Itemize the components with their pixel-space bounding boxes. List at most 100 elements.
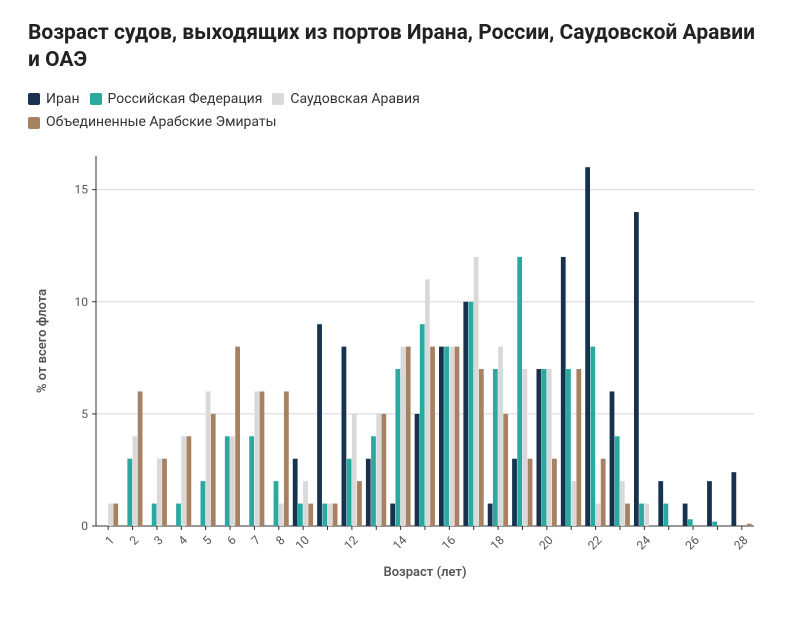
legend-swatch [90, 93, 102, 105]
bar [590, 346, 595, 525]
bar [254, 391, 259, 526]
x-tick-label: 3 [151, 533, 166, 548]
bar [420, 324, 425, 526]
x-tick-label: 22 [585, 532, 605, 552]
legend-swatch [28, 117, 40, 129]
bar [425, 279, 430, 526]
x-tick-label: 26 [683, 532, 703, 552]
bar [517, 257, 522, 526]
bar [625, 503, 630, 525]
legend-label: Объединенные Арабские Эмираты [46, 112, 277, 133]
x-tick-label: 28 [731, 532, 751, 552]
legend-item: Саудовская Аравия [272, 89, 419, 110]
bar [133, 436, 138, 526]
bar [536, 369, 541, 526]
bar [639, 503, 644, 525]
x-tick-label: 16 [439, 532, 459, 552]
y-tick-label: 15 [75, 182, 89, 196]
bar [493, 369, 498, 526]
bar [644, 503, 649, 525]
bar [342, 346, 347, 525]
bar [620, 481, 625, 526]
legend-item: Иран [28, 89, 80, 110]
legend-item: Российская Федерация [90, 89, 263, 110]
bar [347, 458, 352, 525]
x-tick-label: 5 [200, 532, 215, 547]
bar [357, 481, 362, 526]
bar [322, 503, 327, 525]
bar [200, 481, 205, 526]
bar [390, 503, 395, 525]
bar [542, 369, 547, 526]
bar [279, 503, 284, 525]
x-tick-label: 14 [390, 532, 410, 552]
bar [444, 346, 449, 525]
bar [430, 346, 435, 525]
y-tick-label: 10 [75, 294, 89, 308]
bar [747, 523, 752, 525]
chart-title: Возраст судов, выходящих из портов Ирана… [28, 20, 772, 75]
legend-label: Саудовская Аравия [290, 89, 419, 110]
legend-swatch [272, 93, 284, 105]
x-tick-label: 8 [273, 532, 288, 547]
bar [610, 391, 615, 526]
y-tick-label: 0 [81, 519, 88, 533]
bar [333, 503, 338, 525]
bar [615, 436, 620, 526]
bar [366, 458, 371, 525]
legend-swatch [28, 93, 40, 105]
bar [381, 413, 386, 525]
bar [601, 458, 606, 525]
x-tick-label: 20 [536, 532, 556, 552]
bar [211, 413, 216, 525]
bar [449, 346, 454, 525]
bar [371, 436, 376, 526]
bar [528, 458, 533, 525]
bar [498, 346, 503, 525]
bar [108, 503, 113, 525]
bar [181, 436, 186, 526]
bar [138, 391, 143, 526]
x-axis-label-svg: Возраст (лет) [383, 565, 466, 580]
y-tick-label: 5 [81, 406, 88, 420]
bar [127, 458, 132, 525]
bar [152, 503, 157, 525]
bar [488, 503, 493, 525]
bar [571, 481, 576, 526]
bar [566, 369, 571, 526]
bar [503, 413, 508, 525]
bar [376, 413, 381, 525]
x-tick-label: 4 [176, 532, 191, 547]
bar [308, 503, 313, 525]
chart-area: 0510151234567810121416182022242628% от в… [28, 146, 768, 586]
bar [576, 369, 581, 526]
bar [235, 346, 240, 525]
bar [113, 503, 118, 525]
bar [731, 472, 736, 526]
bar [707, 481, 712, 526]
bar [552, 458, 557, 525]
bar [512, 458, 517, 525]
x-tick-label: 6 [224, 532, 239, 547]
bar [249, 436, 254, 526]
bar [596, 503, 601, 525]
grouped-bar-chart: 0510151234567810121416182022242628% от в… [28, 146, 768, 586]
bar [634, 212, 639, 526]
bar [522, 369, 527, 526]
x-tick-label: 2 [127, 532, 142, 547]
x-tick-label: 12 [341, 532, 361, 552]
bar [274, 481, 279, 526]
bar [474, 257, 479, 526]
x-tick-label: 7 [249, 532, 264, 547]
bar [463, 301, 468, 525]
bar [406, 346, 411, 525]
bar [176, 503, 181, 525]
bar [317, 324, 322, 526]
bar [585, 167, 590, 526]
bar [162, 458, 167, 525]
bar [455, 346, 460, 525]
bar [712, 521, 717, 525]
bar [439, 346, 444, 525]
bar [284, 391, 289, 526]
bar [157, 458, 162, 525]
